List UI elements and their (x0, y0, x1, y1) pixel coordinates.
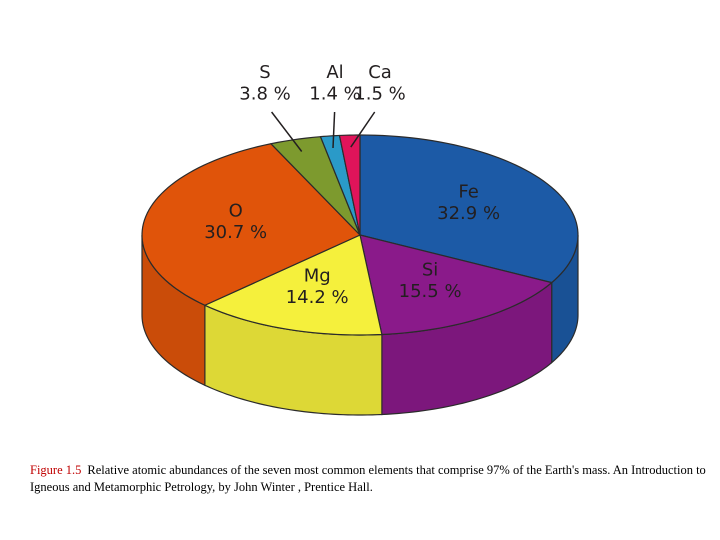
leader-line-ca (350, 111, 376, 148)
slice-label-mg: Mg 14.2 % (286, 266, 349, 309)
pie-slice-al (319, 134, 361, 236)
pie-slice-si (359, 234, 553, 336)
figure-caption: Figure 1.5 Relative atomic abundances of … (30, 462, 710, 496)
slice-label-o: O 30.7 % (204, 200, 267, 243)
slice-label-al: Al 1.4 % (309, 62, 360, 105)
leader-line-al (332, 111, 336, 149)
pie-chart: Fe 32.9 % Si 15.5 % Mg 14.2 % O 30.7 % S 3.8 % Al 1… (141, 62, 579, 416)
slice-label-fe: Fe 32.9 % (437, 181, 500, 224)
pie-slice-fe (359, 134, 579, 284)
leader-line-s (271, 111, 303, 152)
caption-label: Figure 1.5 (30, 463, 82, 477)
slice-label-ca: Ca 1.5 % (354, 62, 405, 105)
slice-label-si: Si 15.5 % (399, 259, 462, 302)
caption-text: Relative atomic abundances of the seven … (30, 463, 706, 494)
pie-slice-o (141, 143, 361, 306)
pie-slice-s (270, 136, 361, 236)
pie-slice-mg (204, 234, 383, 336)
slice-label-s: S 3.8 % (239, 62, 290, 105)
